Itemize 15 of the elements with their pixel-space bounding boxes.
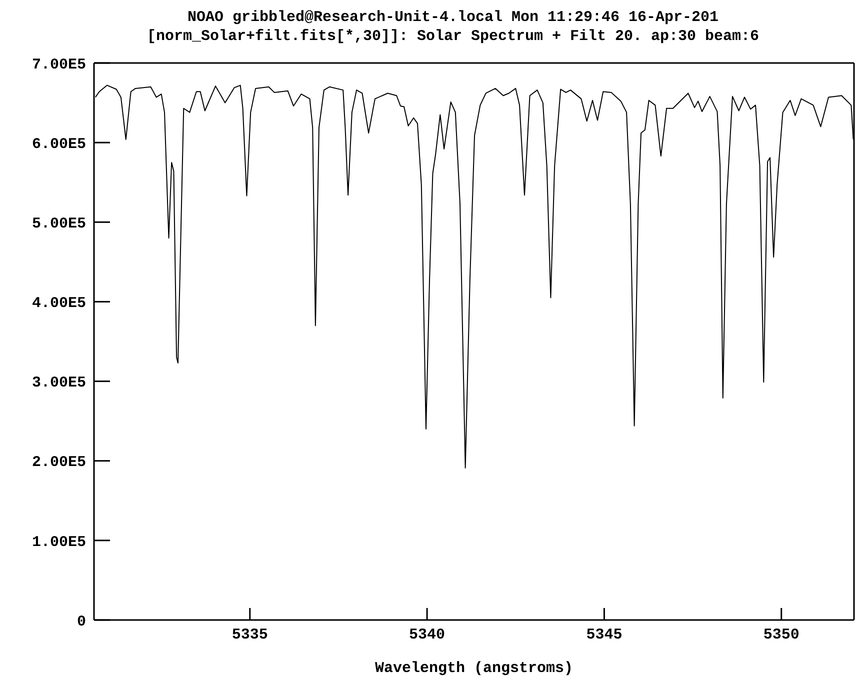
- y-tick-label: 7.00E5: [32, 56, 86, 74]
- x-tick-label: 5350: [763, 626, 800, 644]
- y-tick-label: 5.00E5: [32, 215, 86, 232]
- x-axis-title: Wavelength (angstroms): [374, 660, 574, 677]
- y-tick-label: 2.00E5: [32, 454, 86, 472]
- x-tick-label: 5340: [409, 626, 446, 644]
- x-tick-label: 5335: [232, 626, 268, 644]
- y-tick-label: 3.00E5: [32, 374, 86, 392]
- y-tick-label: 6.00E5: [32, 136, 86, 153]
- y-tick-label: 0: [76, 613, 86, 630]
- x-tick-label: 5345: [586, 626, 622, 644]
- chart-title: NOAO gribbled@Research-Unit-4.local Mon 11:29:46 16-Apr-201: [186, 8, 720, 27]
- chart-subtitle: [norm_Solar+filt.fits[*,30]]: Solar Spectrum + Filt 20. ap:30 beam:6: [146, 27, 760, 46]
- y-tick-label: 1.00E5: [32, 534, 86, 551]
- y-tick-label: 4.00E5: [32, 295, 86, 312]
